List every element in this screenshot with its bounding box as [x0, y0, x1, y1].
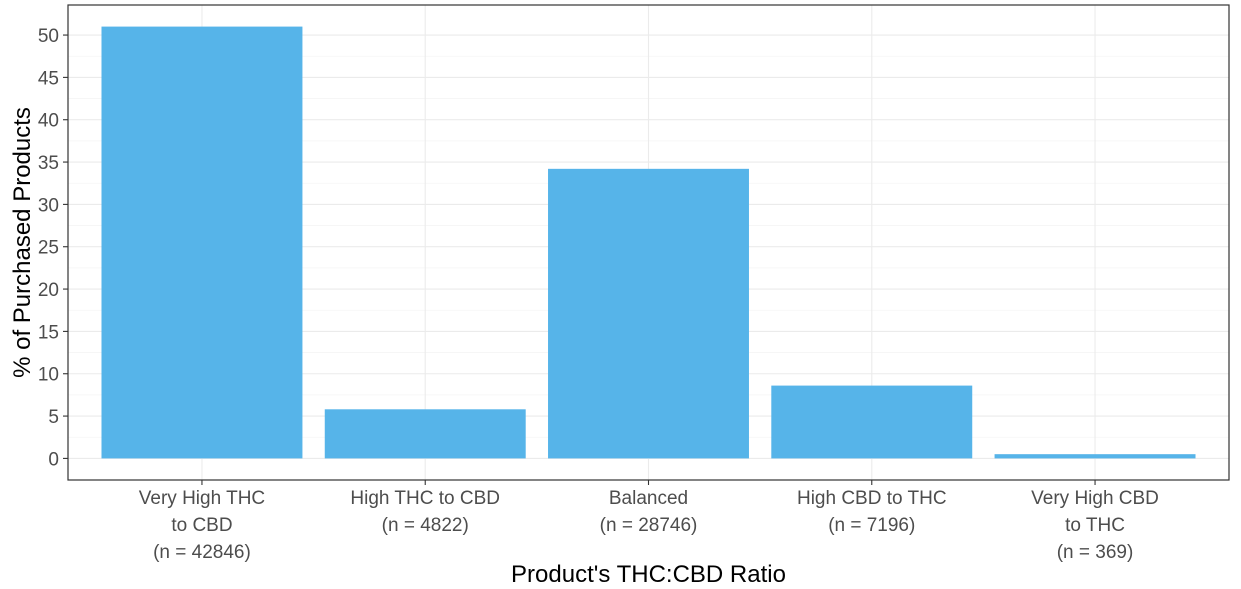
y-tick-label: 30 — [38, 195, 59, 216]
y-tick-label: 15 — [38, 322, 59, 343]
x-tick-label: (n = 28746) — [600, 515, 698, 536]
y-tick-label: 0 — [48, 449, 59, 470]
y-tick-label: 10 — [38, 365, 59, 386]
y-axis: 0 5 10 15 20 25 30 35 40 45 50 — [38, 26, 68, 470]
x-tick-label: Balanced — [609, 488, 688, 509]
x-tick-label: High THC to CBD — [350, 488, 500, 509]
bar — [994, 454, 1196, 459]
y-tick-label: 45 — [38, 68, 59, 89]
x-tick-label: Very High CBD — [1031, 488, 1159, 509]
y-tick-label: 35 — [38, 153, 59, 174]
y-tick-label: 25 — [38, 238, 59, 259]
x-axis-title: Product's THC:CBD Ratio — [511, 561, 786, 588]
x-tick-label: (n = 7196) — [828, 515, 915, 536]
y-tick-label: 5 — [48, 407, 59, 428]
x-axis: Very High THC to CBD (n = 42846) High THC t… — [139, 480, 1159, 563]
y-tick-label: 50 — [38, 26, 59, 47]
x-tick-label: to CBD — [171, 515, 232, 536]
bars — [101, 26, 1196, 459]
bar — [771, 385, 973, 459]
y-axis-title: % of Purchased Products — [9, 107, 36, 378]
x-tick-label: Very High THC — [139, 488, 265, 509]
y-tick-label: 40 — [38, 111, 59, 132]
x-tick-label: (n = 42846) — [153, 542, 251, 563]
y-tick-label: 20 — [38, 280, 59, 301]
x-tick-label: High CBD to THC — [797, 488, 947, 509]
x-tick-label: (n = 369) — [1057, 542, 1134, 563]
x-tick-label: to THC — [1065, 515, 1125, 536]
bar — [548, 168, 749, 459]
bar — [101, 26, 303, 459]
bar — [324, 409, 526, 459]
x-tick-label: (n = 4822) — [382, 515, 469, 536]
